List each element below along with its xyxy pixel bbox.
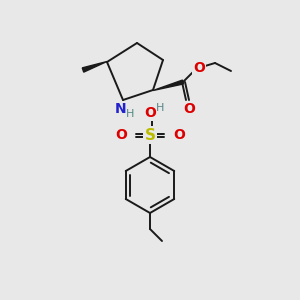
Polygon shape [82,61,107,72]
Text: H: H [126,109,134,119]
Text: O: O [183,102,195,116]
Text: S: S [145,128,155,142]
Text: O: O [115,128,127,142]
Text: O: O [144,106,156,120]
Text: N: N [115,102,127,116]
Text: O: O [193,61,205,75]
Polygon shape [153,80,184,91]
Text: O: O [173,128,185,142]
Text: H: H [156,103,164,113]
